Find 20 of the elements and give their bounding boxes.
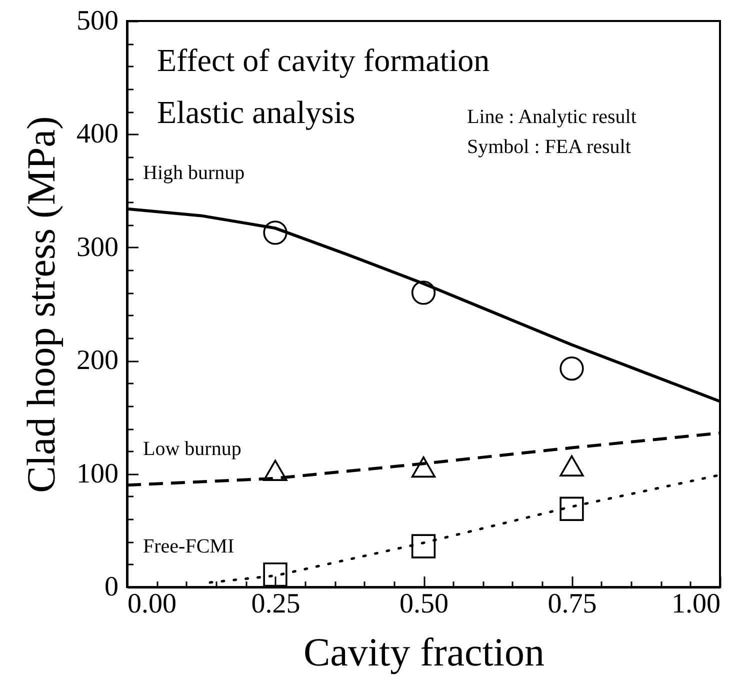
x-tick-label: 0.00 xyxy=(128,588,176,620)
y-tick-label: 500 xyxy=(76,6,118,36)
annotation: Effect of cavity formation xyxy=(157,42,490,78)
x-axis-title: Cavity fraction xyxy=(303,630,545,674)
x-tick-label: 1.00 xyxy=(672,588,720,620)
annotation: Elastic analysis xyxy=(157,94,356,130)
y-tick-label: 400 xyxy=(76,118,118,150)
y-tick-label: 200 xyxy=(76,345,118,376)
series-label: Low burnup xyxy=(143,438,242,460)
annotation: Line : Analytic result xyxy=(467,106,637,128)
series-label: High burnup xyxy=(143,162,245,184)
y-tick-label: 300 xyxy=(76,232,118,263)
x-tick-label: 0.25 xyxy=(251,588,300,620)
x-tick-label: 0.50 xyxy=(400,588,448,620)
annotation: Symbol : FEA result xyxy=(467,136,632,158)
x-tick-label: 0.75 xyxy=(548,588,597,620)
y-axis-title: Clad hoop stress (MPa) xyxy=(18,116,64,493)
series-label: Free-FCMI xyxy=(143,535,234,558)
y-tick-label: 100 xyxy=(76,458,118,490)
y-tick-label: 0 xyxy=(104,572,118,602)
